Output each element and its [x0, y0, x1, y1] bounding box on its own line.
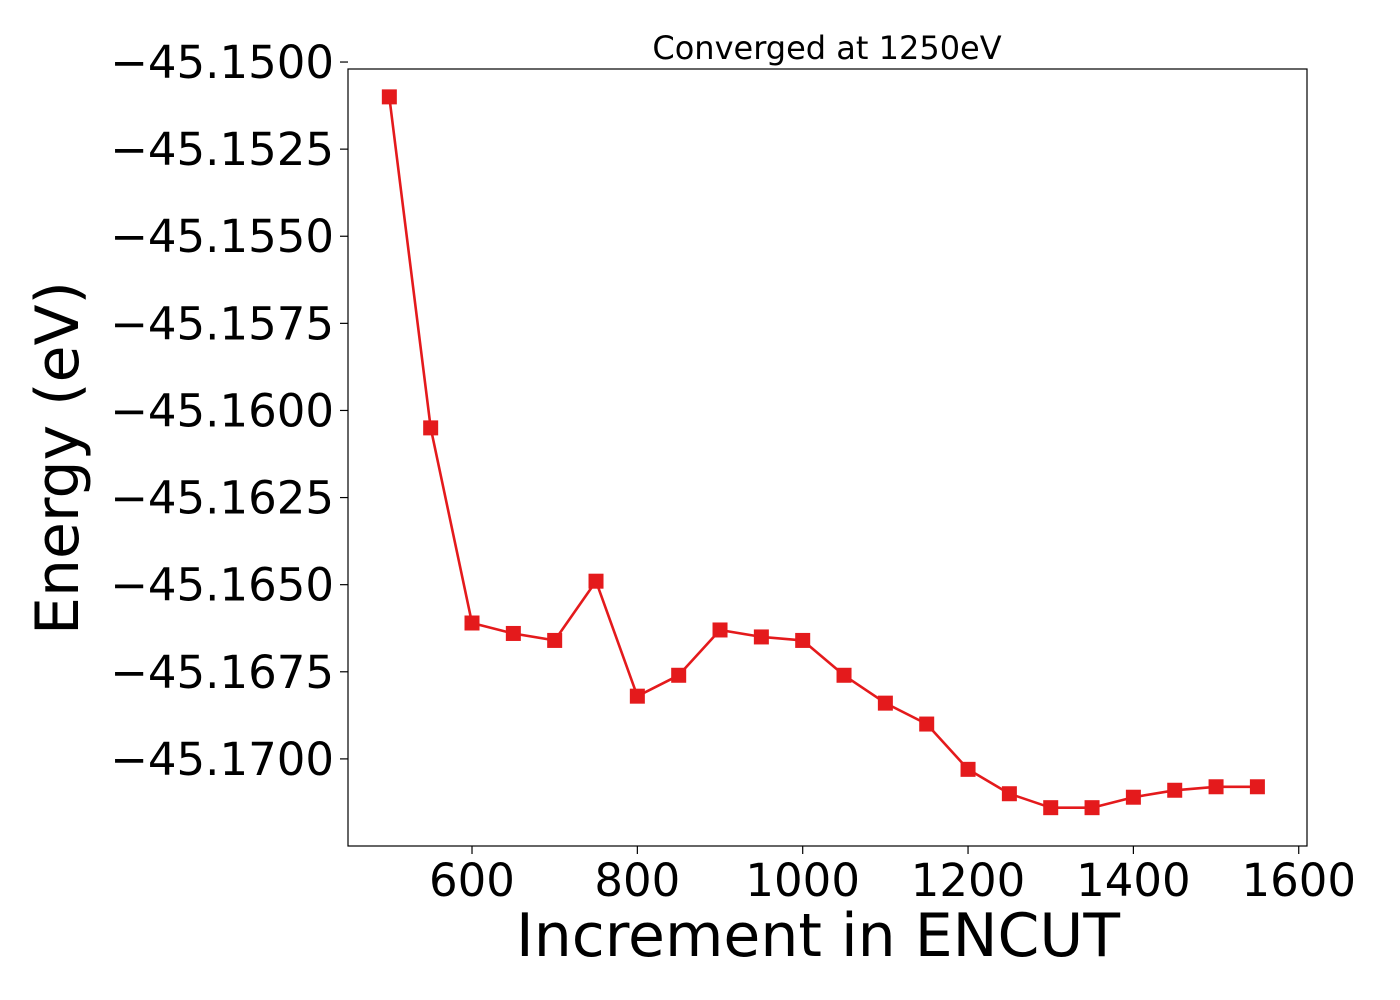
data-point-marker — [1208, 779, 1224, 795]
y-tick-label: −45.1525 — [110, 123, 334, 176]
y-tick-label: −45.1675 — [110, 646, 334, 699]
y-axis-ticks: −45.1500 −45.1525 −45.1550 −45.1575 −45.1600… — [110, 36, 348, 786]
data-point-marker — [960, 761, 976, 777]
data-point-marker — [464, 615, 480, 631]
data-point-marker — [629, 688, 645, 704]
y-tick-label: −45.1575 — [110, 297, 334, 350]
data-point-marker — [1001, 786, 1017, 802]
data-point-marker — [588, 573, 604, 589]
data-point-marker — [919, 716, 935, 732]
data-point-marker — [795, 632, 811, 648]
data-point-marker — [381, 89, 397, 105]
data-point-marker — [1043, 800, 1059, 816]
data-point-marker — [547, 632, 563, 648]
plot-frame — [347, 68, 1308, 847]
series-layer — [381, 89, 1265, 816]
x-axis-title: Increment in ENCUT — [516, 901, 1120, 971]
data-point-marker — [1125, 789, 1141, 805]
x-tick-label: 1600 — [1241, 854, 1356, 907]
x-tick-label: 1000 — [745, 854, 860, 907]
y-tick-label: −45.1650 — [110, 559, 334, 612]
y-tick-label: −45.1500 — [110, 36, 334, 89]
data-point-marker — [712, 622, 728, 638]
data-point-marker — [671, 667, 687, 683]
x-tick-label: 1400 — [1076, 854, 1191, 907]
data-point-marker — [877, 695, 893, 711]
y-axis-title: Energy (eV) — [23, 281, 93, 635]
series-line — [388, 96, 1258, 810]
y-tick-label: −45.1600 — [110, 384, 334, 437]
y-tick-label: −45.1625 — [110, 472, 334, 525]
y-tick-label: −45.1550 — [110, 210, 334, 263]
x-tick-label: 1200 — [911, 854, 1026, 907]
chart-title: Converged at 1250eV — [652, 29, 1001, 67]
data-point-marker — [753, 629, 769, 645]
x-tick-label: 800 — [594, 854, 680, 907]
data-point-marker — [1249, 779, 1265, 795]
data-point-marker — [836, 667, 852, 683]
x-tick-label: 600 — [429, 854, 515, 907]
data-point-marker — [505, 625, 521, 641]
data-point-marker — [423, 420, 439, 436]
y-tick-label: −45.1700 — [110, 733, 334, 786]
data-point-marker — [1084, 800, 1100, 816]
data-point-marker — [1167, 782, 1183, 798]
x-axis-ticks: 600 800 1000 1200 1400 1600 — [429, 846, 1356, 907]
